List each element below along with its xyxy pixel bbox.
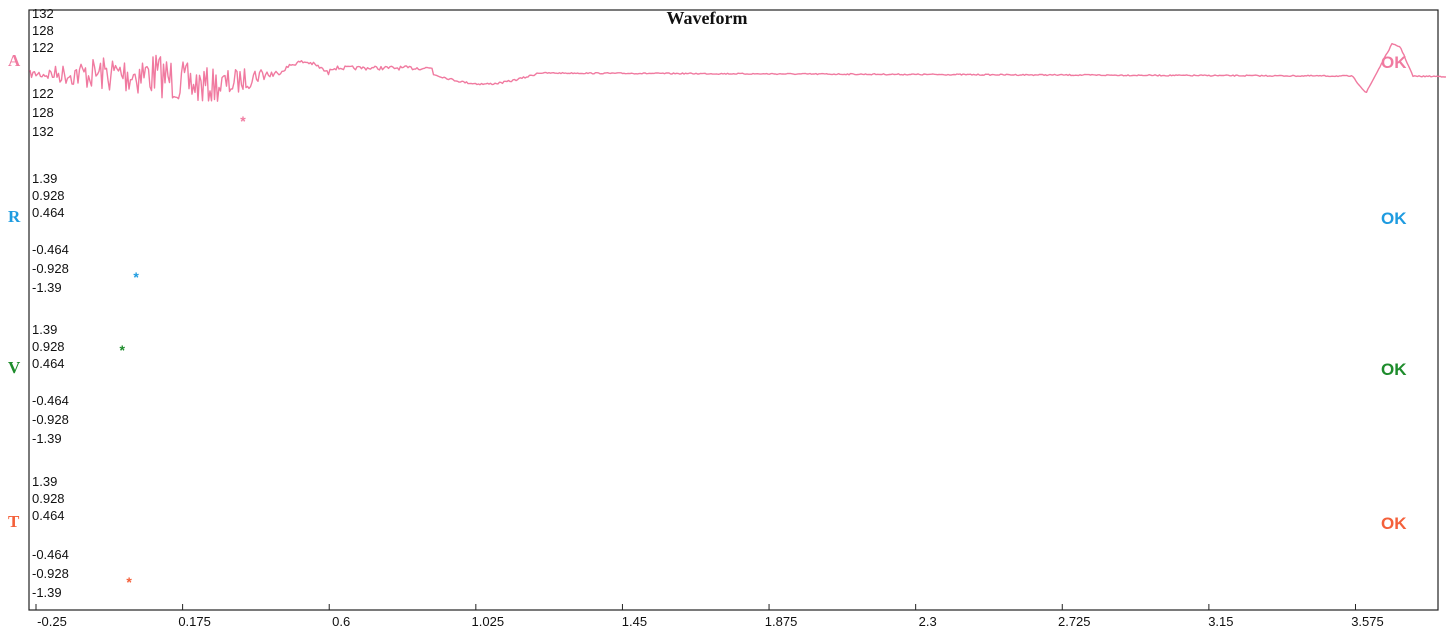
- y-tick-label: 132: [32, 124, 54, 139]
- event-marker: *: [120, 342, 126, 358]
- x-tick-label: 3.15: [1208, 614, 1233, 629]
- event-marker: *: [240, 113, 246, 129]
- channel-label: A: [8, 51, 21, 70]
- x-tick-label: 2.3: [919, 614, 937, 629]
- event-marker: *: [126, 574, 132, 590]
- y-tick-label: 128: [32, 23, 54, 38]
- channels-group: A 132 128 122 122 128 132 OK * R 1.39 0.928 0.464 -0.…: [8, 6, 1447, 600]
- y-tick-label: 0.464: [32, 356, 65, 371]
- y-tick-label: -0.928: [32, 566, 69, 581]
- y-tick-label: -0.464: [32, 393, 69, 408]
- x-tick-label: 1.025: [472, 614, 505, 629]
- channel-t: T 1.39 0.928 0.464 -0.464 -0.928 -1.39 OK *: [8, 474, 1407, 600]
- channel-r: R 1.39 0.928 0.464 -0.464 -0.928 -1.39 OK *: [8, 171, 1407, 295]
- y-tick-label: 128: [32, 105, 54, 120]
- y-tick-label: -1.39: [32, 280, 62, 295]
- y-tick-label: 0.928: [32, 491, 65, 506]
- event-marker: *: [133, 269, 139, 285]
- y-tick-label: 1.39: [32, 171, 57, 186]
- y-tick-label: -0.464: [32, 547, 69, 562]
- y-tick-label: 0.928: [32, 339, 65, 354]
- channel-status: OK: [1381, 360, 1407, 379]
- x-axis: -0.25 0.175 0.6 1.025 1.45 1.875 2.3 2.725 3.15 3…: [35, 604, 1384, 629]
- x-tick-label: 1.45: [622, 614, 647, 629]
- waveform-trace: [29, 42, 1447, 102]
- channel-label: T: [8, 512, 20, 531]
- y-tick-label: 1.39: [32, 474, 57, 489]
- y-tick-label: 1.39: [32, 322, 57, 337]
- y-tick-label: 0.464: [32, 205, 65, 220]
- channel-label: R: [8, 207, 21, 226]
- y-tick-label: -1.39: [32, 585, 62, 600]
- channel-a: A 132 128 122 122 128 132 OK *: [8, 6, 1447, 139]
- y-tick-label: -0.464: [32, 242, 69, 257]
- y-tick-label: -1.39: [32, 431, 62, 446]
- y-tick-label: 0.928: [32, 188, 65, 203]
- channel-v: V 1.39 0.928 0.464 -0.464 -0.928 -1.39 OK *: [8, 322, 1407, 446]
- chart-title: Waveform: [667, 8, 748, 28]
- y-tick-label: -0.928: [32, 261, 69, 276]
- x-tick-label: 0.175: [178, 614, 211, 629]
- y-tick-label: 0.464: [32, 508, 65, 523]
- y-tick-label: 132: [32, 6, 54, 21]
- x-tick-label: 0.6: [332, 614, 350, 629]
- x-tick-label: 1.875: [765, 614, 798, 629]
- y-tick-label: -0.928: [32, 412, 69, 427]
- channel-status: OK: [1381, 53, 1407, 72]
- channel-label: V: [8, 358, 21, 377]
- x-tick-label: 2.725: [1058, 614, 1091, 629]
- x-tick-label: -0.25: [37, 614, 67, 629]
- channel-status: OK: [1381, 209, 1407, 228]
- plot-frame: [28, 9, 1439, 611]
- y-tick-label: 122: [32, 40, 54, 55]
- y-tick-label: 122: [32, 86, 54, 101]
- x-tick-label: 3.575: [1351, 614, 1384, 629]
- channel-status: OK: [1381, 514, 1407, 533]
